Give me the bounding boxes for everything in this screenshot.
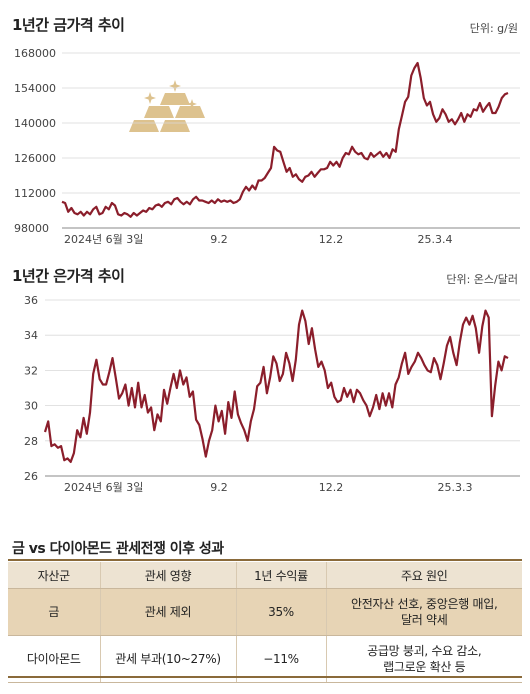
x-tick-label: 2024년 6월 3일 (64, 232, 143, 246)
y-tick-label: 32 (24, 364, 38, 377)
gold-price-line (61, 61, 509, 218)
gold-bar (160, 93, 190, 105)
reason-line: 안전자산 선호, 중앙은행 매입, (351, 597, 498, 611)
y-tick-label: 28 (24, 435, 38, 448)
silver-price-line (43, 309, 509, 463)
gold-bar (144, 106, 174, 118)
performance-table: 자산군 관세 영향 1년 수익률 주요 원인 금 관세 제외 35% 안전자산 … (8, 562, 522, 683)
cell-reason: 공급망 붕괴, 수요 감소, 랩그로운 확산 등 (325, 635, 522, 683)
cell-return: 35% (235, 588, 326, 636)
table-header-row: 자산군 관세 영향 1년 수익률 주요 원인 (8, 562, 522, 589)
y-tick-label: 30 (24, 400, 38, 413)
cell-tariff: 관세 제외 (99, 588, 236, 636)
reason-line: 공급망 붕괴, 수요 감소, (367, 644, 482, 658)
header-return: 1년 수익률 (235, 562, 326, 589)
sparkle (169, 80, 181, 92)
gold-price-chart: 98000 112000 126000 140000 154000 168000 2024… (14, 47, 520, 246)
x-tick-label: 9.2 (210, 233, 228, 246)
cell-return: −11% (235, 635, 326, 683)
y-tick-label: 36 (24, 294, 38, 307)
cell-reason: 안전자산 선호, 중앙은행 매입, 달러 약세 (325, 588, 522, 636)
x-tick-label: 9.2 (210, 481, 228, 494)
cell-asset: 금 (8, 588, 100, 636)
table-top-rule (8, 559, 522, 561)
y-tick-label: 140000 (14, 117, 56, 130)
table-row: 다이아몬드 관세 부과(10~27%) −11% 공급망 붕괴, 수요 감소, 랩… (8, 635, 522, 683)
header-tariff: 관세 영향 (99, 562, 236, 589)
cell-tariff: 관세 부과(10~27%) (99, 635, 236, 683)
gold-bar (175, 106, 205, 118)
x-tick-label: 12.2 (319, 233, 344, 246)
silver-price-chart: 26 28 30 32 34 36 2024년 6월 3일 9.2 12.2 25.3.3 (24, 294, 520, 494)
y-tick-label: 126000 (14, 152, 56, 165)
sparkle (144, 92, 156, 104)
gold-bars-icon (129, 80, 205, 132)
silver-chart-unit: 단위: 온스/달러 (446, 273, 518, 286)
y-tick-label: 154000 (14, 82, 56, 95)
y-tick-label: 34 (24, 329, 38, 342)
sparkle (187, 99, 197, 109)
x-tick-label: 25.3.3 (438, 481, 473, 494)
table-row: 금 관세 제외 35% 안전자산 선호, 중앙은행 매입, 달러 약세 (8, 588, 522, 636)
y-tick-label: 112000 (14, 187, 56, 200)
y-tick-label: 98000 (14, 222, 49, 235)
gold-chart-unit: 단위: g/원 (469, 22, 518, 35)
x-tick-label: 2024년 6월 3일 (64, 480, 143, 494)
table-title: 금 vs 다이아몬드 관세전쟁 이후 성과 (12, 541, 224, 557)
silver-chart-title: 1년간 은가격 추이 (12, 267, 125, 285)
y-tick-label: 26 (24, 470, 38, 483)
reason-line: 달러 약세 (401, 613, 448, 627)
table-bottom-rule (8, 676, 522, 678)
reason-line: 랩그로운 확산 등 (383, 660, 466, 674)
gold-chart-title: 1년간 금가격 추이 (12, 16, 125, 34)
x-tick-label: 25.3.4 (418, 233, 453, 246)
header-reason: 주요 원인 (325, 562, 522, 589)
cell-asset: 다이아몬드 (8, 635, 100, 683)
y-tick-label: 168000 (14, 47, 56, 60)
x-tick-label: 12.2 (319, 481, 344, 494)
header-asset: 자산군 (8, 562, 100, 589)
